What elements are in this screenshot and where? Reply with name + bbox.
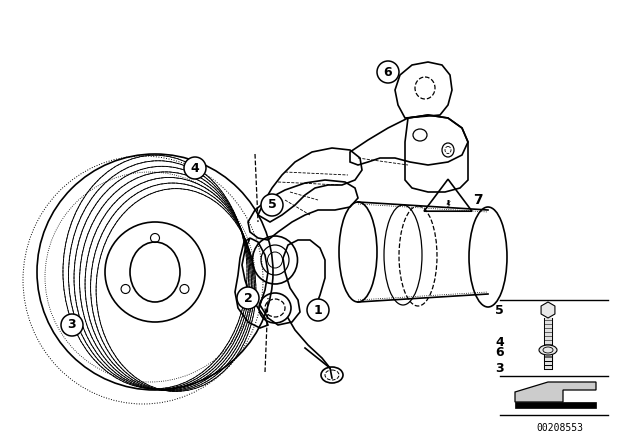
Circle shape bbox=[237, 287, 259, 309]
Circle shape bbox=[261, 194, 283, 216]
Text: 2: 2 bbox=[244, 292, 252, 305]
Text: 4: 4 bbox=[495, 336, 504, 349]
Text: !: ! bbox=[445, 200, 451, 210]
Text: 7: 7 bbox=[473, 193, 483, 207]
Circle shape bbox=[184, 157, 206, 179]
Text: 1: 1 bbox=[314, 303, 323, 316]
Polygon shape bbox=[515, 382, 596, 402]
Text: 5: 5 bbox=[268, 198, 276, 211]
Circle shape bbox=[307, 299, 329, 321]
Text: 3: 3 bbox=[495, 362, 504, 375]
Text: 5: 5 bbox=[495, 303, 504, 316]
Text: 4: 4 bbox=[191, 161, 200, 175]
Text: 6: 6 bbox=[495, 345, 504, 358]
Circle shape bbox=[61, 314, 83, 336]
Text: 3: 3 bbox=[68, 319, 76, 332]
Bar bbox=[515, 402, 596, 408]
Circle shape bbox=[377, 61, 399, 83]
Text: 6: 6 bbox=[384, 65, 392, 78]
Ellipse shape bbox=[539, 345, 557, 355]
Text: ⚡: ⚡ bbox=[445, 200, 451, 210]
Text: 00208553: 00208553 bbox=[536, 423, 584, 433]
